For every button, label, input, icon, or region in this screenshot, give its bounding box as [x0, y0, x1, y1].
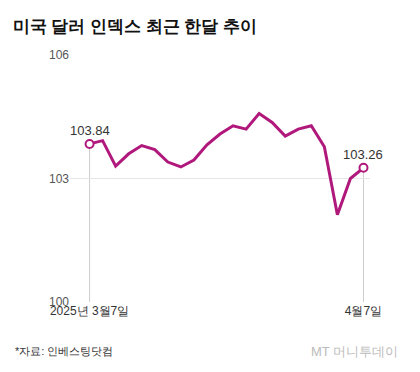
svg-text:106: 106 — [49, 48, 69, 62]
svg-text:*자료: 인베스팅닷컴: *자료: 인베스팅닷컴 — [15, 345, 113, 357]
svg-text:MT 머니투데이: MT 머니투데이 — [311, 344, 398, 359]
svg-text:103.26: 103.26 — [343, 147, 383, 162]
svg-text:4월7일: 4월7일 — [345, 304, 382, 318]
svg-text:103.84: 103.84 — [70, 123, 110, 138]
svg-text:103: 103 — [49, 172, 69, 186]
svg-text:100: 100 — [49, 295, 69, 309]
svg-text:미국 달러 인덱스 최근 한달 추이: 미국 달러 인덱스 최근 한달 추이 — [13, 17, 258, 36]
svg-text:2025년 3월7일: 2025년 3월7일 — [50, 304, 129, 318]
